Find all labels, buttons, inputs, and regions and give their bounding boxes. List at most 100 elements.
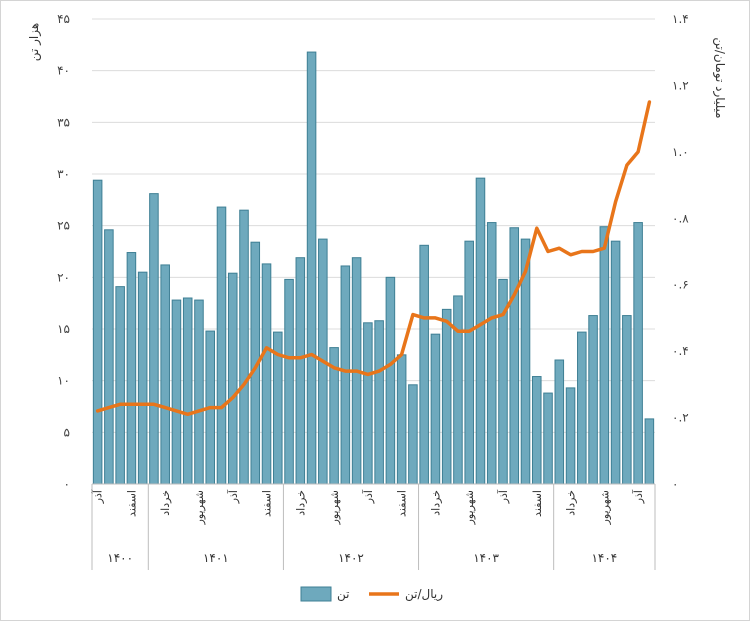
right-tick-label: ۰.۲ [672,411,689,425]
category-label: شهریور [328,490,341,525]
legend-bar-label: تن [337,587,349,602]
line-point [130,403,133,406]
line-point [288,356,290,359]
line-point [457,330,459,333]
category-label: شهریور [193,490,206,525]
category-label: اسفند [531,490,544,517]
line-point [513,293,516,296]
category-label: خرداد [429,490,442,516]
year-label: ۱۴۰۰ [107,551,133,565]
line-point [648,101,651,103]
left-tick-label: ۴۵ [57,12,70,26]
left-tick-label: ۵ [64,425,70,439]
bar [171,299,182,485]
category-label: آذر [91,489,105,504]
line-point [603,247,606,249]
bar [239,209,249,485]
left-tick-label: ۱۰ [57,374,70,388]
year-label: ۱۴۰۱ [203,551,229,565]
line-point [592,250,594,253]
line-point [614,200,617,203]
bar [137,271,148,485]
category-label: اسفند [396,490,409,517]
bar [160,264,170,485]
year-label: ۱۴۰۲ [338,551,364,565]
line-point [175,410,178,412]
bar [149,193,159,485]
year-label: ۱۴۰۴ [591,551,617,565]
legend-line-label: ریال/تن [405,587,443,602]
line-point [322,360,324,362]
line-point [367,373,369,376]
category-label: شهریور [463,490,476,525]
line-point [479,323,482,326]
line-point [535,227,538,230]
bar [633,222,643,485]
bar [475,177,486,485]
right-tick-label: ۰.۴ [672,344,689,358]
line-point [186,413,189,416]
bar [419,244,429,485]
right-tick-label: ۰.۸ [672,211,689,225]
line-point [96,410,99,412]
axes: ۰ ۵ ۱۰ ۱۵ ۲۰ ۲۵ ۳۰ ۳۵ ۴۰ ۴۵ ۰ ۰.۲ ۰.۴ ۰.۶ ۰.۸ ۱.۰ ۱.۲ ۱.۴ [57,12,689,570]
line-point [299,356,302,359]
bar [126,252,137,485]
line-point [209,406,212,409]
line-series [95,100,652,417]
line-point [141,403,144,406]
line-point [378,370,380,372]
bar [182,297,193,485]
line-point [119,403,121,406]
left-tick-label: ۴۰ [57,64,70,78]
line-point [445,320,448,323]
line-point [626,164,628,166]
legend-bar-swatch [300,586,332,602]
left-tick-label: ۲۰ [57,270,70,284]
bar [374,320,384,485]
bar [430,333,441,485]
category-label: خرداد [565,490,578,516]
bar [396,354,407,485]
bar [599,226,610,485]
bar [453,295,463,485]
line-point [198,410,200,412]
right-tick-label: ۱.۰ [672,145,689,159]
left-tick-label: ۱۵ [57,322,70,336]
left-tick-label: ۲۵ [57,219,70,233]
line-point [333,366,335,369]
bar [588,315,598,485]
bar [565,387,576,485]
bar [408,384,418,485]
left-tick-label: ۳۰ [57,167,70,181]
bar [92,179,103,485]
bar [464,240,474,485]
bar [622,315,632,485]
bar [509,227,520,485]
bar [577,331,587,485]
right-axis-title: میلیارد تومان/تن [712,37,727,118]
line-point [389,363,392,366]
bar [644,418,655,485]
line-point [243,383,245,386]
line-point [310,353,313,356]
bar [261,263,272,485]
right-tick-label: ۰ [672,477,678,491]
line-point [254,366,257,369]
bar [486,222,497,485]
category-label: اسفند [261,490,274,517]
bar [363,322,373,485]
category-label: خرداد [159,490,172,516]
line-point [412,313,414,316]
line-point [434,317,437,319]
line-point [468,330,471,333]
left-tick-label: ۰ [64,477,70,491]
year-label: ۱۴۰۳ [473,551,499,565]
bar [284,278,294,485]
bar-series [92,51,655,485]
line-point [581,250,583,253]
bar [227,272,238,485]
bar [194,299,204,485]
line-point [344,370,347,372]
